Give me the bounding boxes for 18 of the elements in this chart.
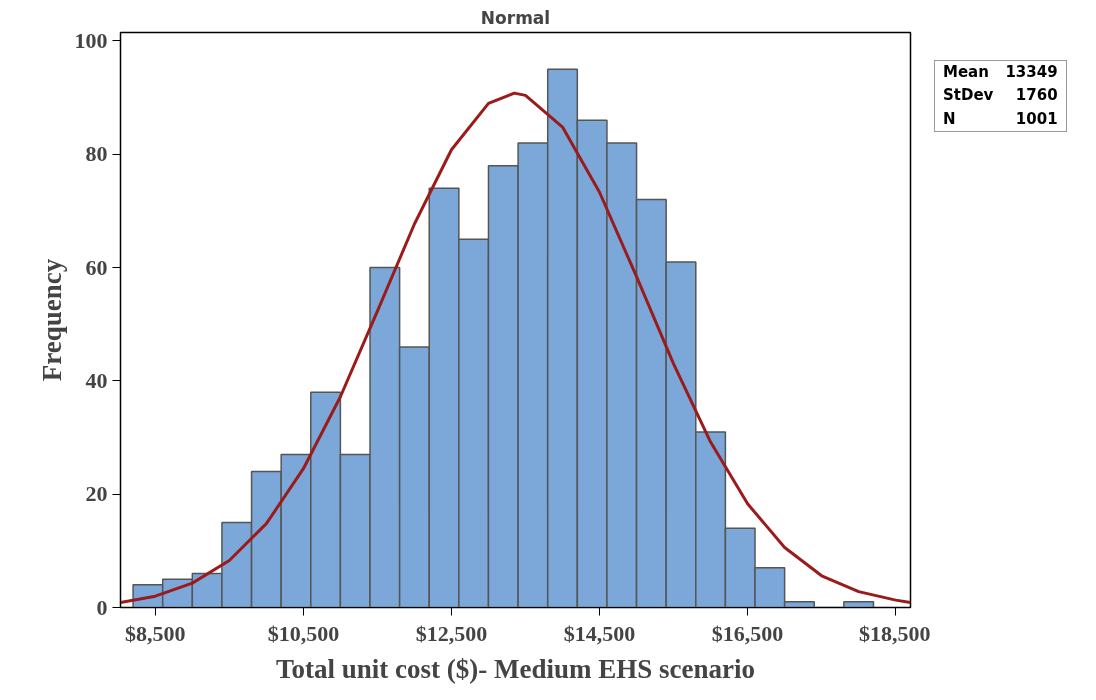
x-tick-label: $16,500 [711,620,784,646]
x-tick-label: $10,500 [267,620,340,646]
x-tick-label: $18,500 [859,620,931,646]
y-tick-label: 20 [85,481,108,507]
x-axis-title: Total unit cost ($)- Medium EHS scenario [276,653,755,684]
x-tick-label: $8,500 [125,620,186,646]
text: Mean 13349 [942,62,1059,83]
text: N 1001 [943,109,1058,128]
y-tick-label: 60 [85,254,108,280]
x-tick-label: $12,500 [415,620,488,646]
y-axis-title: Frequency [36,258,67,382]
y-tick-label: 0 [96,594,108,620]
y-tick-label: 100 [74,28,108,53]
chart-title: Normal [480,7,551,28]
x-tick-label: $14,500 [563,620,636,646]
text: StDev 1760 [943,86,1058,105]
y-tick-label: 80 [85,141,108,167]
y-tick-label: 40 [85,367,108,393]
